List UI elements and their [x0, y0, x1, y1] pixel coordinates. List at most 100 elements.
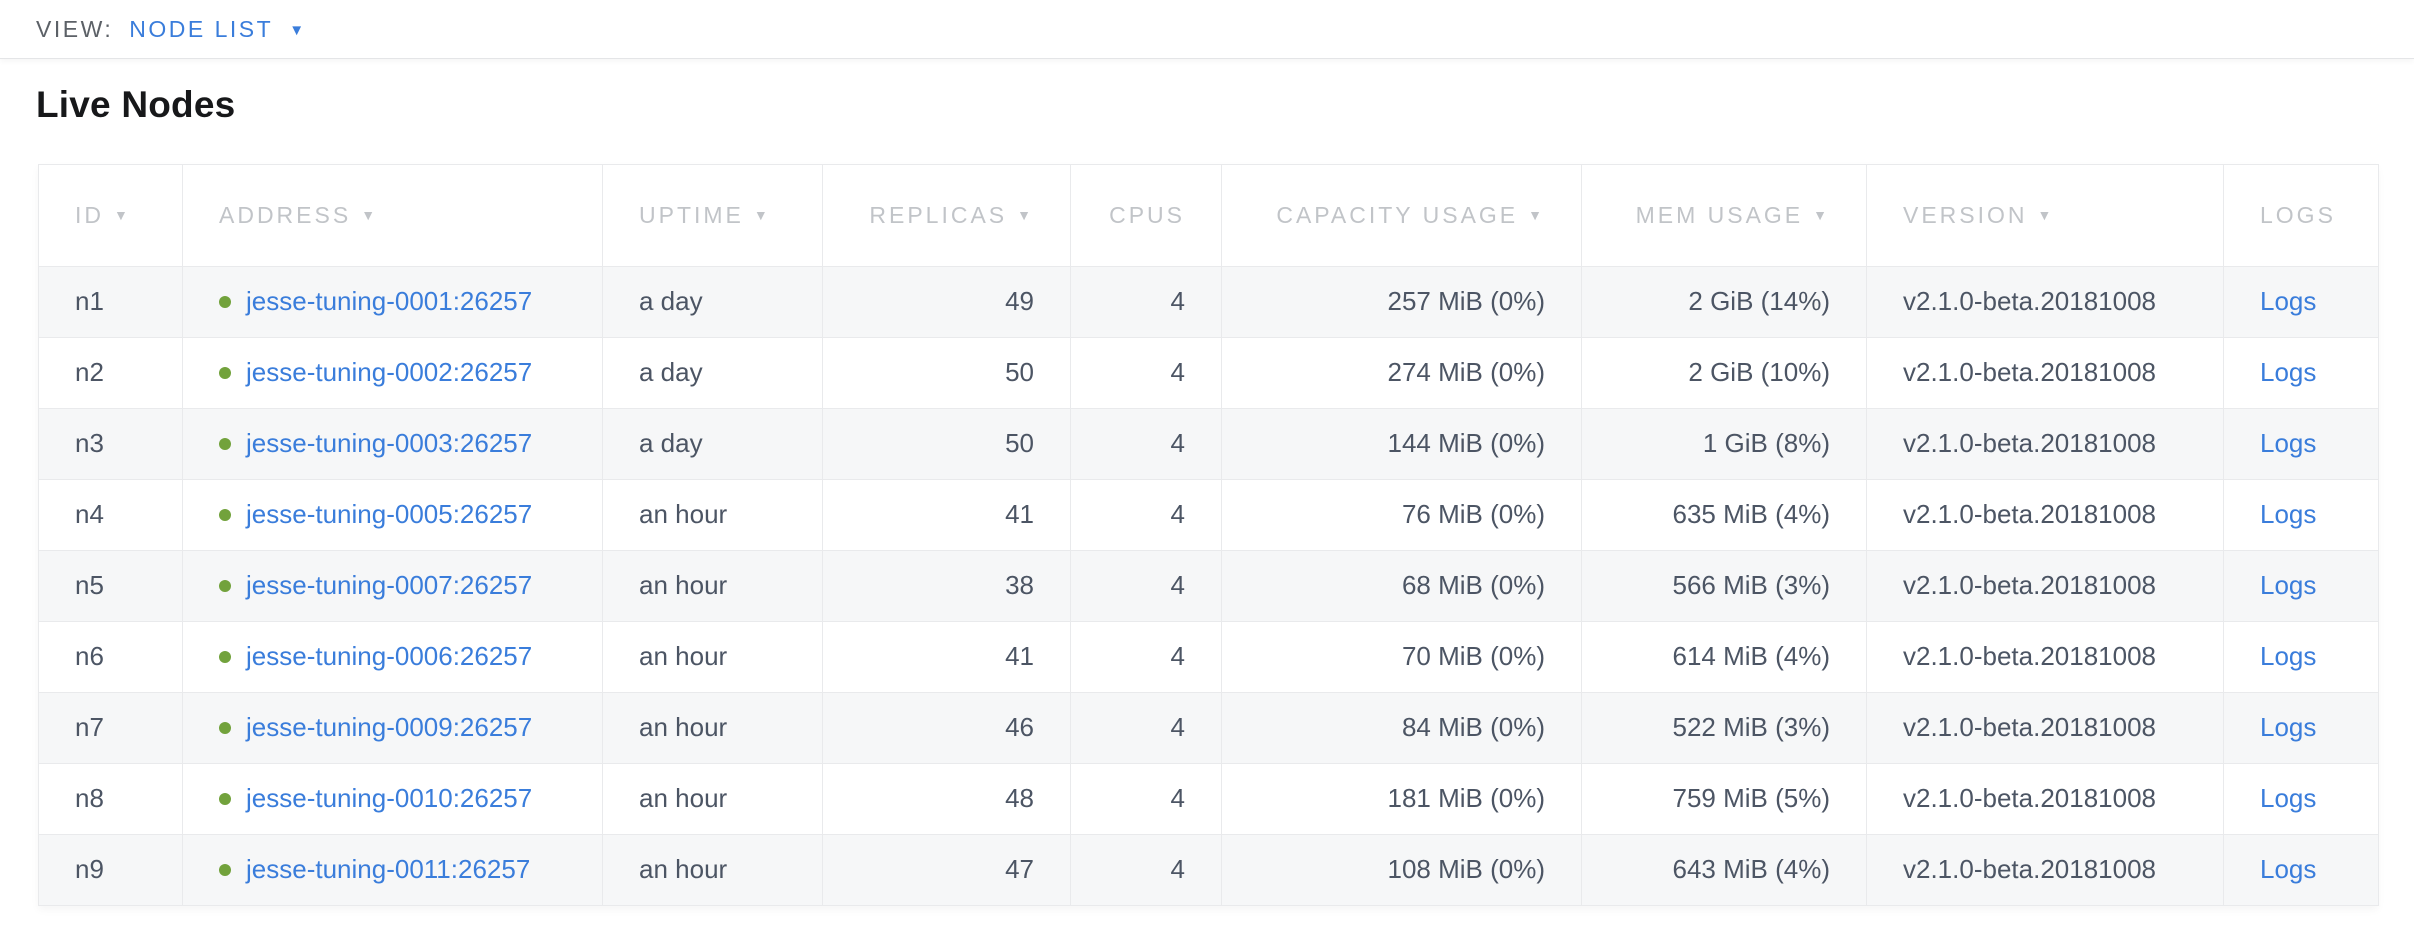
cell-logs: Logs: [2223, 265, 2379, 338]
cell-address: jesse-tuning-0011:26257: [182, 833, 603, 906]
cell-replicas: 48: [822, 762, 1071, 835]
cell-mem-usage: 759 MiB (5%): [1581, 762, 1867, 835]
logs-link[interactable]: Logs: [2260, 499, 2317, 530]
table-row: n5 jesse-tuning-0007:26257 an hour 38 4 68 Mi…: [38, 549, 2379, 622]
cell-capacity-usage: 257 MiB (0%): [1221, 265, 1582, 338]
cell-mem-usage: 1 GiB (8%): [1581, 407, 1867, 480]
cell-capacity-usage: 84 MiB (0%): [1221, 691, 1582, 764]
node-status-healthy-icon: [219, 367, 231, 380]
cell-capacity-usage: 68 MiB (0%): [1221, 549, 1582, 622]
node-status-healthy-icon: [219, 438, 231, 451]
column-header-label: ADDRESS: [219, 201, 352, 228]
logs-link[interactable]: Logs: [2260, 286, 2317, 317]
address-link[interactable]: jesse-tuning-0005:26257: [246, 499, 533, 530]
cell-address: jesse-tuning-0002:26257: [182, 336, 603, 409]
view-label: VIEW:: [36, 15, 114, 42]
cell-node-id: n1: [38, 265, 183, 338]
logs-link[interactable]: Logs: [2260, 712, 2317, 743]
column-header-capacity[interactable]: CAPACITY USAGE ▼: [1221, 163, 1582, 267]
cell-node-id: n9: [38, 833, 183, 906]
column-header-label: ID: [75, 201, 104, 228]
cell-mem-usage: 614 MiB (4%): [1581, 620, 1867, 693]
chevron-down-icon: ▼: [289, 21, 307, 39]
node-status-healthy-icon: [219, 793, 231, 806]
column-header-label: VERSION: [1903, 201, 2028, 228]
column-header-uptime[interactable]: UPTIME ▼: [602, 163, 823, 267]
cell-logs: Logs: [2223, 691, 2379, 764]
cell-replicas: 38: [822, 549, 1071, 622]
cell-version: v2.1.0-beta.20181008: [1866, 549, 2224, 622]
logs-link[interactable]: Logs: [2260, 783, 2317, 814]
logs-link[interactable]: Logs: [2260, 428, 2317, 459]
logs-link[interactable]: Logs: [2260, 854, 2317, 885]
cell-uptime: a day: [602, 336, 823, 409]
cell-capacity-usage: 76 MiB (0%): [1221, 478, 1582, 551]
cell-version: v2.1.0-beta.20181008: [1866, 762, 2224, 835]
cell-uptime: a day: [602, 265, 823, 338]
cell-cpus: 4: [1070, 265, 1222, 338]
cell-version: v2.1.0-beta.20181008: [1866, 833, 2224, 906]
cell-address: jesse-tuning-0006:26257: [182, 620, 603, 693]
cell-logs: Logs: [2223, 833, 2379, 906]
cell-mem-usage: 2 GiB (10%): [1581, 336, 1867, 409]
table-header-row: ID ▼ ADDRESS ▼ UPTIME ▼ REPLICAS ▼ CPUS CAPACITY …: [38, 163, 2379, 267]
cell-cpus: 4: [1070, 478, 1222, 551]
address-link[interactable]: jesse-tuning-0011:26257: [246, 854, 531, 885]
cell-cpus: 4: [1070, 691, 1222, 764]
cell-uptime: an hour: [602, 478, 823, 551]
logs-link[interactable]: Logs: [2260, 641, 2317, 672]
table-row: n6 jesse-tuning-0006:26257 an hour 41 4 70 Mi…: [38, 620, 2379, 693]
node-status-healthy-icon: [219, 651, 231, 664]
sort-desc-icon: ▼: [1017, 206, 1034, 223]
cell-replicas: 41: [822, 620, 1071, 693]
cell-node-id: n6: [38, 620, 183, 693]
cell-logs: Logs: [2223, 336, 2379, 409]
logs-link[interactable]: Logs: [2260, 357, 2317, 388]
sort-desc-icon: ▼: [114, 206, 131, 223]
cell-logs: Logs: [2223, 407, 2379, 480]
address-link[interactable]: jesse-tuning-0001:26257: [246, 286, 533, 317]
column-header-label: REPLICAS: [869, 201, 1008, 228]
cell-uptime: an hour: [602, 762, 823, 835]
node-list-dropdown-value: NODE LIST: [129, 15, 274, 42]
cell-node-id: n5: [38, 549, 183, 622]
column-header-logs: LOGS: [2223, 163, 2379, 267]
cell-capacity-usage: 274 MiB (0%): [1221, 336, 1582, 409]
column-header-address[interactable]: ADDRESS ▼: [182, 163, 603, 267]
column-header-label: UPTIME: [639, 201, 744, 228]
node-status-healthy-icon: [219, 509, 231, 522]
address-link[interactable]: jesse-tuning-0009:26257: [246, 712, 533, 743]
cell-uptime: an hour: [602, 691, 823, 764]
cell-version: v2.1.0-beta.20181008: [1866, 336, 2224, 409]
table-row: n2 jesse-tuning-0002:26257 a day 50 4 274 MiB…: [38, 336, 2379, 409]
table-row: n3 jesse-tuning-0003:26257 a day 50 4 144 MiB…: [38, 407, 2379, 480]
cell-logs: Logs: [2223, 549, 2379, 622]
node-status-healthy-icon: [219, 580, 231, 593]
cell-logs: Logs: [2223, 762, 2379, 835]
cell-cpus: 4: [1070, 762, 1222, 835]
cell-node-id: n8: [38, 762, 183, 835]
live-nodes-table: ID ▼ ADDRESS ▼ UPTIME ▼ REPLICAS ▼ CPUS CAPACITY …: [38, 163, 2379, 906]
node-list-dropdown[interactable]: NODE LIST ▼: [129, 16, 306, 43]
node-status-healthy-icon: [219, 722, 231, 735]
column-header-replicas[interactable]: REPLICAS ▼: [822, 163, 1071, 267]
column-header-label: LOGS: [2260, 201, 2336, 228]
address-link[interactable]: jesse-tuning-0006:26257: [246, 641, 533, 672]
cell-capacity-usage: 144 MiB (0%): [1221, 407, 1582, 480]
column-header-version[interactable]: VERSION ▼: [1866, 163, 2224, 267]
column-header-id[interactable]: ID ▼: [38, 163, 183, 267]
address-link[interactable]: jesse-tuning-0010:26257: [246, 783, 533, 814]
cell-cpus: 4: [1070, 833, 1222, 906]
cell-mem-usage: 2 GiB (14%): [1581, 265, 1867, 338]
cell-logs: Logs: [2223, 478, 2379, 551]
address-link[interactable]: jesse-tuning-0007:26257: [246, 570, 533, 601]
column-header-mem[interactable]: MEM USAGE ▼: [1581, 163, 1867, 267]
cell-replicas: 47: [822, 833, 1071, 906]
address-link[interactable]: jesse-tuning-0003:26257: [246, 428, 533, 459]
cell-replicas: 50: [822, 407, 1071, 480]
cell-capacity-usage: 108 MiB (0%): [1221, 833, 1582, 906]
cell-replicas: 46: [822, 691, 1071, 764]
address-link[interactable]: jesse-tuning-0002:26257: [246, 357, 533, 388]
logs-link[interactable]: Logs: [2260, 570, 2317, 601]
sort-desc-icon: ▼: [1813, 206, 1830, 223]
